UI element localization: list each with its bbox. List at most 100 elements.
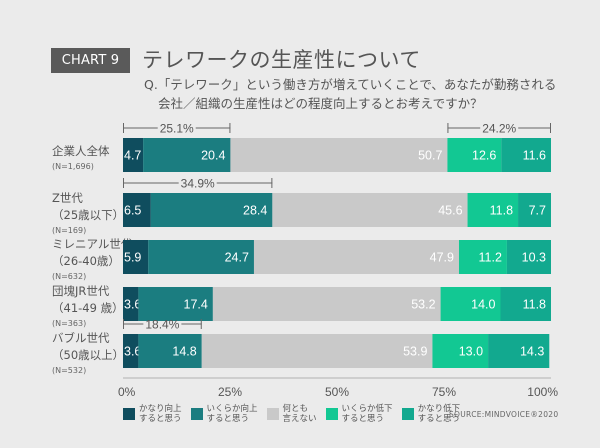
- bar-value-label: 6.5: [124, 204, 141, 218]
- row-label-text: 企業人全体: [52, 144, 110, 158]
- row-label-all: 企業人全体 (N=1,696): [52, 143, 110, 174]
- bar-segment: [458, 240, 507, 274]
- bar-segment: [506, 240, 551, 274]
- row-sample-size: (N=363): [52, 319, 87, 328]
- bar-value-label: 5.9: [124, 251, 141, 265]
- bar-segment: [447, 138, 502, 172]
- legend-item: かなり低下 すると思う: [401, 404, 461, 424]
- x-tick-label: 25%: [218, 385, 242, 399]
- bar-segment: [138, 287, 213, 321]
- row-label-gen-z: Z世代 （25歳以下） (N=169): [52, 190, 124, 238]
- bar-value-label: 17.4: [184, 298, 208, 312]
- legend-item: かなり向上 すると思う: [123, 404, 182, 424]
- row-label-age: （41-49 歳）: [52, 301, 124, 315]
- bar-value-label: 53.9: [403, 345, 427, 359]
- x-tick-label: 100%: [527, 385, 558, 399]
- bar-segment: [150, 193, 273, 227]
- legend: かなり向上 すると思う いくらか向上 すると思う 何とも 言えない いくらか低下…: [123, 404, 469, 424]
- bar-segment: [432, 334, 489, 368]
- row-label-text: Z世代: [52, 191, 83, 205]
- bar-value-label: 11.2: [479, 251, 502, 265]
- bar-value-label: 10.3: [522, 251, 546, 265]
- bar-segment: [272, 193, 468, 227]
- x-tick-label: 0%: [118, 385, 136, 399]
- legend-swatch: [401, 408, 414, 420]
- legend-label: かなり向上 すると思う: [139, 404, 182, 424]
- bar-value-label: 14.3: [520, 345, 544, 359]
- bar-segment: [488, 334, 550, 368]
- row-sample-size: (N=169): [52, 226, 87, 235]
- bar-value-label: 50.7: [418, 149, 442, 163]
- bar-segment: [230, 138, 448, 172]
- row-label-bubble: バブル世代 （50歳以上） (N=532): [52, 330, 124, 378]
- bar-segment: [123, 287, 139, 321]
- row-label-age: （26-40歳）: [52, 254, 120, 268]
- legend-item: 何とも 言えない: [266, 404, 317, 424]
- bar-value-label: 11.8: [523, 298, 546, 312]
- row-label-age: （25歳以下）: [52, 208, 125, 222]
- bar-value-label: 14.8: [172, 345, 196, 359]
- row-label-millennial: ミレニアル世代 （26-40歳） (N=632): [52, 236, 132, 284]
- bar-segment: [143, 138, 231, 172]
- bar-segment: [501, 138, 551, 172]
- x-tick-label: 50%: [325, 385, 349, 399]
- legend-item: いくらか低下 すると思う: [325, 404, 393, 424]
- legend-item: いくらか向上 すると思う: [190, 404, 258, 424]
- bar-segment: [123, 138, 144, 172]
- row-label-text: バブル世代: [52, 331, 110, 345]
- bar-value-label: 4.7: [124, 149, 141, 163]
- legend-swatch: [190, 408, 203, 420]
- bar-value-label: 3.6: [124, 298, 141, 312]
- bracket-total-label: 25.1%: [160, 122, 194, 136]
- row-label-dankai-jr: 団塊JR世代 （41-49 歳） (N=363): [52, 283, 124, 331]
- row-sample-size: (N=1,696): [52, 162, 94, 171]
- bar-value-label: 3.6: [124, 345, 141, 359]
- bar-segment: [253, 240, 459, 274]
- bar-segment: [518, 193, 551, 227]
- row-sample-size: (N=532): [52, 366, 87, 375]
- bar-value-label: 11.6: [523, 149, 546, 163]
- legend-label: いくらか向上 すると思う: [206, 404, 258, 424]
- bar-value-label: 45.6: [438, 204, 462, 218]
- row-label-text: 団塊JR世代: [52, 284, 110, 298]
- legend-swatch: [123, 408, 135, 420]
- chart-title: テレワークの生産性について: [142, 48, 421, 72]
- legend-label: いくらか低下 すると思う: [341, 404, 393, 424]
- legend-label: かなり低下 すると思う: [417, 404, 461, 424]
- row-label-text: ミレニアル世代: [52, 237, 133, 251]
- bar-value-label: 20.4: [201, 149, 225, 163]
- bar-segment: [212, 287, 441, 321]
- bar-segment: [148, 240, 254, 274]
- bar-value-label: 13.0: [459, 345, 483, 359]
- row-label-age: （50歳以上）: [52, 348, 125, 362]
- legend-label: 何とも 言えない: [282, 404, 317, 424]
- legend-swatch: [266, 408, 279, 420]
- bar-segment: [123, 193, 151, 227]
- legend-swatch: [325, 408, 338, 420]
- row-sample-size: (N=632): [52, 272, 87, 281]
- question-line-1: Q.「テレワーク」という働き方が増えていくことで、あなたが勤務される: [144, 77, 557, 92]
- bar-value-label: 11.8: [490, 204, 513, 218]
- question-line-2: 会社／組織の生産性はどの程度向上するとお考えですか？: [158, 96, 483, 111]
- bar-segment: [467, 193, 519, 227]
- bar-value-label: 47.9: [430, 251, 454, 265]
- bar-segment: [440, 287, 501, 321]
- bar-value-label: 14.0: [471, 298, 495, 312]
- bar-value-label: 53.2: [411, 298, 435, 312]
- bar-value-label: 12.6: [472, 149, 496, 163]
- bar-segment: [123, 240, 149, 274]
- bar-value-label: 24.7: [225, 251, 249, 265]
- bar-segment: [123, 334, 139, 368]
- bracket-total-label: 34.9%: [181, 177, 215, 191]
- source-credit: SOURCE:MINDVOICE®2020: [449, 410, 559, 419]
- bar-segment: [138, 334, 202, 368]
- chart-badge: CHART 9: [51, 48, 130, 73]
- bar-segment: [500, 287, 551, 321]
- bracket-total-label: 24.2%: [482, 122, 516, 136]
- bar-value-label: 28.4: [243, 204, 267, 218]
- bar-value-label: 7.7: [529, 204, 546, 218]
- bracket-total-label: 18.4%: [145, 318, 179, 332]
- x-tick-label: 75%: [432, 385, 456, 399]
- bar-segment: [201, 334, 433, 368]
